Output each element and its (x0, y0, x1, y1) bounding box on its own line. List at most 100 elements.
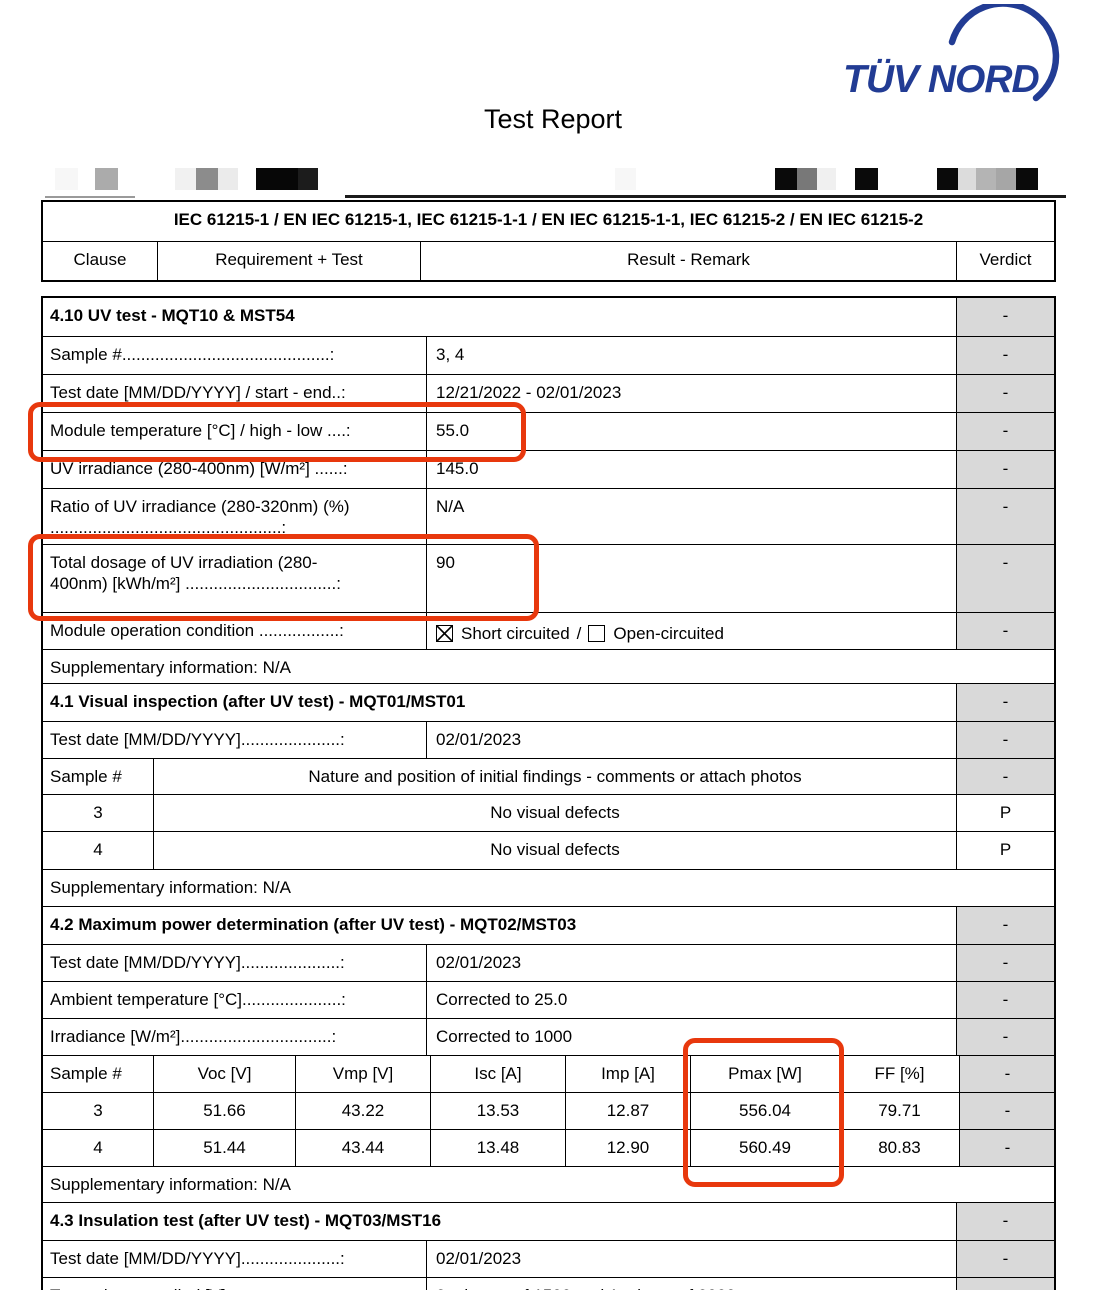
meas-isc: 13.53 (431, 1093, 566, 1129)
checkbox-checked-icon (436, 624, 453, 642)
verdict-cell: - (957, 722, 1054, 758)
supplementary-info: Supplementary information: N/A (50, 878, 291, 897)
findings-subheader-row: Sample # Nature and position of initial … (43, 759, 1054, 795)
supplementary-row: Supplementary information: N/A (43, 870, 1054, 907)
redaction-block (256, 168, 298, 190)
measurement-header-row: Sample # Voc [V] Vmp [V] Isc [A] Imp [A]… (43, 1056, 1054, 1093)
subheader-nature: Nature and position of initial findings … (154, 759, 957, 794)
redaction-block (775, 168, 797, 190)
finding-row: 4 No visual defects P (43, 832, 1054, 870)
table-row: Ratio of UV irradiance (280-320nm) (%) .… (43, 489, 1054, 545)
subheader-sample: Sample # (43, 759, 154, 794)
redaction-block (855, 168, 878, 190)
verdict-cell: - (957, 298, 1054, 336)
verdict-cell: - (957, 451, 1054, 488)
finding-sample: 3 (43, 795, 154, 831)
field-value: 3, 4 (427, 337, 957, 374)
table-row: Irradiance [W/m²].......................… (43, 1019, 1054, 1056)
field-label: Test date [MM/DD/YYYY]..................… (43, 722, 427, 758)
meas-ff: 80.83 (840, 1130, 960, 1166)
operation-condition-value: Short circuited / Open-circuited (427, 613, 957, 649)
table-row-operation-condition: Module operation condition .............… (43, 613, 1054, 650)
finding-sample: 4 (43, 832, 154, 869)
table-row: Test date [MM/DD/YYYY]..................… (43, 1241, 1054, 1278)
redaction-block (196, 168, 218, 190)
field-label: Test voltage applied [V]................… (43, 1278, 427, 1290)
table-row: Test date [MM/DD/YYYY] / start - end..: … (43, 375, 1054, 413)
meas-imp: 12.87 (566, 1093, 691, 1129)
field-value: 12/21/2022 - 02/01/2023 (427, 375, 957, 412)
verdict-cell: - (957, 907, 1054, 944)
meas-sample: 3 (43, 1093, 154, 1129)
verdict-cell: P (957, 832, 1054, 869)
section-heading-row: 4.1 Visual inspection (after UV test) - … (43, 684, 1054, 722)
field-label: Test date [MM/DD/YYYY]..................… (43, 945, 427, 981)
meas-header-ff: FF [%] (840, 1056, 960, 1092)
field-label: UV irradiance (280-400nm) [W/m²] ......: (43, 451, 427, 488)
meas-pmax: 556.04 (691, 1093, 840, 1129)
finding-row: 3 No visual defects P (43, 795, 1054, 832)
table-row: UV irradiance (280-400nm) [W/m²] ......:… (43, 451, 1054, 489)
finding-text: No visual defects (154, 795, 957, 831)
finding-text: No visual defects (154, 832, 957, 869)
field-label: Sample #................................… (43, 337, 427, 374)
option-unchecked-label: Open-circuited (613, 623, 724, 643)
meas-vmp: 43.22 (296, 1093, 431, 1129)
meas-header-voc: Voc [V] (154, 1056, 296, 1092)
field-label: Ambient temperature [°C]................… (43, 982, 427, 1018)
meas-header-pmax: Pmax [W] (691, 1056, 840, 1092)
field-label: Total dosage of UV irradiation (280- 400… (43, 545, 427, 612)
field-label: Ratio of UV irradiance (280-320nm) (%) .… (43, 489, 427, 544)
col-header-requirement: Requirement + Test (158, 242, 421, 280)
section-heading-row: 4.2 Maximum power determination (after U… (43, 907, 1054, 945)
tuv-nord-arc-icon (948, 4, 1060, 102)
field-value: 145.0 (427, 451, 957, 488)
table-row-module-temperature: Module temperature [°C] / high - low ...… (43, 413, 1054, 451)
scan-line (45, 196, 135, 198)
redaction-block (218, 168, 238, 190)
supplementary-info: Supplementary information: N/A (50, 1175, 291, 1194)
page-title: Test Report (483, 104, 623, 134)
column-header-row: Clause Requirement + Test Result - Remar… (43, 242, 1054, 280)
meas-header-vmp: Vmp [V] (296, 1056, 431, 1092)
table-row: Ambient temperature [°C]................… (43, 982, 1054, 1019)
meas-isc: 13.48 (431, 1130, 566, 1166)
supplementary-info: Supplementary information: N/A (50, 658, 291, 677)
redaction-block (817, 168, 836, 190)
redaction-block (95, 168, 118, 190)
meas-sample: 4 (43, 1130, 154, 1166)
field-value: 55.0 (427, 413, 957, 450)
field-value: 90 (427, 545, 957, 612)
measurement-row: 3 51.66 43.22 13.53 12.87 556.04 79.71 - (43, 1093, 1054, 1130)
table-row: Test date [MM/DD/YYYY]..................… (43, 722, 1054, 759)
scan-line (345, 195, 1066, 198)
verdict-cell: - (957, 613, 1054, 649)
col-header-clause: Clause (43, 242, 158, 280)
redaction-block (797, 168, 817, 190)
field-value: 02/01/2023 (427, 722, 957, 758)
field-value: 02/01/2023 (427, 945, 957, 981)
field-value: 2 minutes of 1500 and 1 minute of 2000 (427, 1278, 957, 1290)
verdict-cell: - (957, 545, 1054, 612)
section-heading: 4.2 Maximum power determination (after U… (43, 907, 957, 944)
verdict-cell (957, 1278, 1054, 1290)
verdict-cell: - (957, 1241, 1054, 1277)
col-header-result: Result - Remark (421, 242, 957, 280)
standards-row: IEC 61215-1 / EN IEC 61215-1, IEC 61215-… (43, 202, 1054, 242)
redaction-block (937, 168, 958, 190)
verdict-cell: - (957, 413, 1054, 450)
col-header-verdict: Verdict (979, 250, 1032, 269)
meas-imp: 12.90 (566, 1130, 691, 1166)
meas-voc: 51.66 (154, 1093, 296, 1129)
redaction-block (996, 168, 1016, 190)
table-row-total-dosage: Total dosage of UV irradiation (280- 400… (43, 545, 1054, 613)
redaction-block (976, 168, 996, 190)
field-label: Test date [MM/DD/YYYY] / start - end..: (43, 375, 427, 412)
meas-voc: 51.44 (154, 1130, 296, 1166)
section-heading-row: 4.3 Insulation test (after UV test) - MQ… (43, 1203, 1054, 1241)
field-value: N/A (427, 489, 957, 544)
redaction-block (1016, 168, 1038, 190)
meas-header-sample: Sample # (43, 1056, 154, 1092)
supplementary-row: Supplementary information: N/A (43, 650, 1054, 684)
